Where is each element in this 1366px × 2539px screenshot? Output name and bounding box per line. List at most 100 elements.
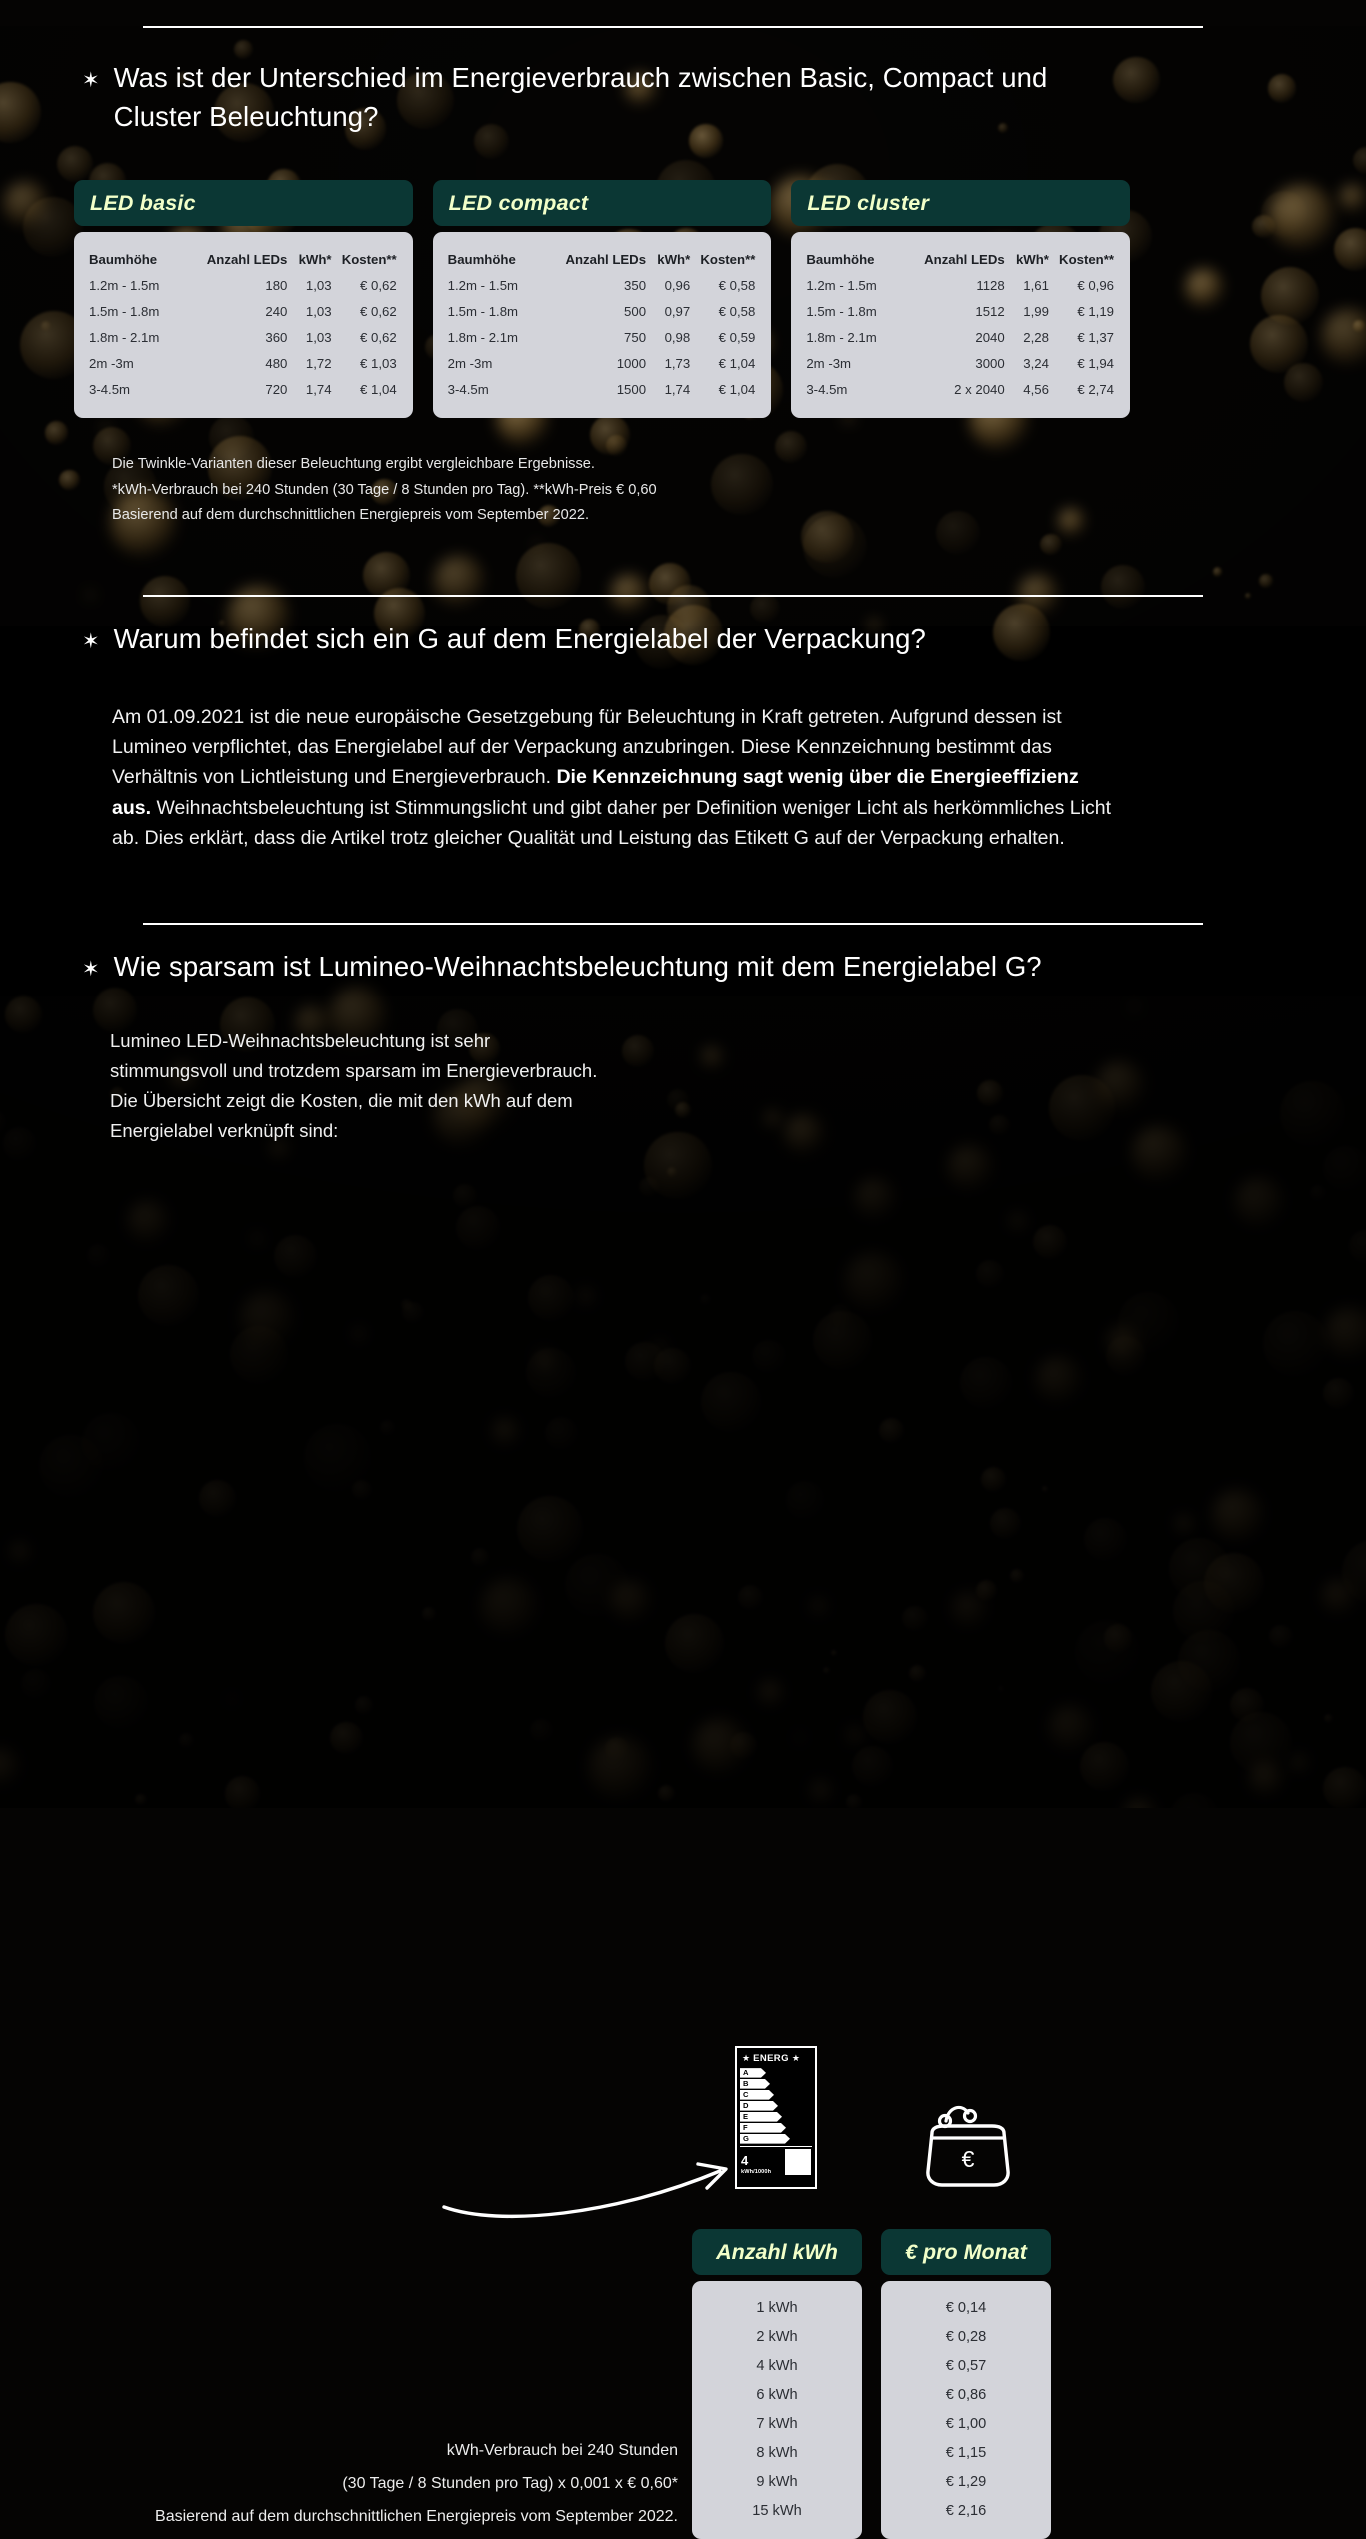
kwh-cost-tables: Anzahl kWh 1 kWh 2 kWh 4 kWh 6 kWh 7 kWh… bbox=[692, 2229, 1051, 2539]
energy-label-class-bars: A B C D E F G bbox=[740, 2068, 812, 2144]
list-item: € 0,57 bbox=[945, 2357, 987, 2374]
cell-kwh: 1,03 bbox=[305, 277, 332, 293]
cell-anzahl-leds: 2 x 2040 bbox=[954, 381, 1005, 397]
energy-class-bar-d: D bbox=[740, 2101, 812, 2111]
col-header-kwh: kWh* bbox=[657, 251, 691, 267]
purse-euro-symbol: € bbox=[962, 2146, 975, 2172]
cell-anzahl-leds: 3000 bbox=[975, 355, 1005, 371]
question-3-body: Lumineo LED-Weihnachtsbeleuchtung ist se… bbox=[0, 986, 1366, 2539]
led-table-compact-title-text: LED compact bbox=[448, 190, 589, 215]
energy-label-unit: kWh/1000h bbox=[741, 2169, 772, 2176]
energy-class-bar-c: C bbox=[740, 2090, 812, 2100]
question-3-intro: Lumineo LED-Weihnachtsbeleuchtung ist se… bbox=[110, 1030, 598, 1141]
cell-kwh: 0,98 bbox=[664, 329, 691, 345]
list-item: € 0,14 bbox=[945, 2299, 987, 2316]
curved-arrow-icon bbox=[442, 2162, 728, 2219]
led-table-cluster-title: LED cluster bbox=[791, 180, 1131, 227]
euro-per-month-body: € 0,14 € 0,28 € 0,57 € 0,86 € 1,00 € 1,1… bbox=[881, 2281, 1051, 2539]
list-item: 7 kWh bbox=[756, 2415, 798, 2432]
list-item: € 1,29 bbox=[945, 2473, 987, 2490]
star-icon: ★ bbox=[791, 2052, 800, 2063]
euro-per-month-table: € pro Monat € 0,14 € 0,28 € 0,57 € 0,86 … bbox=[881, 2229, 1051, 2539]
star-icon: ✶ bbox=[82, 69, 100, 92]
cell-anzahl-leds: 500 bbox=[624, 303, 647, 319]
led-table-basic-body: Baumhöhe Anzahl LEDs kWh* Kosten** 1.2m … bbox=[74, 232, 413, 419]
cell-baumhoehe: 1.5m - 1.8m bbox=[447, 303, 519, 319]
table-row: 1.5m - 1.8m 240 1,03 € 0,62 bbox=[86, 298, 401, 324]
cell-kwh: 1,73 bbox=[664, 355, 691, 371]
cell-anzahl-leds: 720 bbox=[265, 381, 288, 397]
table-row: 3-4.5m 720 1,74 € 1,04 bbox=[86, 376, 401, 402]
energy-label-qr-placeholder bbox=[785, 2149, 811, 2176]
energy-label-brand: ENERG bbox=[753, 2052, 789, 2064]
divider-middle bbox=[143, 594, 1203, 597]
led-table-compact: LED compact Baumhöhe Anzahl LEDs kWh* Ko… bbox=[432, 180, 772, 419]
energy-class-label: G bbox=[740, 2134, 790, 2144]
star-icon: ✶ bbox=[82, 629, 100, 653]
table-row: 1.8m - 2.1m 360 1,03 € 0,62 bbox=[86, 324, 401, 350]
cell-kwh: 2,28 bbox=[1023, 329, 1049, 345]
list-item: 15 kWh bbox=[752, 2502, 802, 2519]
cell-baumhoehe: 1.8m - 2.1m bbox=[447, 329, 519, 345]
table-row: 1.8m - 2.1m 2040 2,28 € 1,37 bbox=[803, 324, 1118, 350]
col-header-baumhoehe: Baumhöhe bbox=[89, 251, 158, 267]
table-header-row: Baumhöhe Anzahl LEDs kWh* Kosten** bbox=[445, 246, 760, 272]
footnote-line-3: Basierend auf dem durchschnittlichen Ene… bbox=[112, 507, 589, 524]
star-icon: ★ bbox=[742, 2052, 751, 2063]
energy-class-label: E bbox=[740, 2112, 782, 2122]
purse-icon: € bbox=[926, 2105, 1010, 2187]
kwh-count-header: Anzahl kWh bbox=[692, 2229, 862, 2276]
energy-class-label: F bbox=[740, 2123, 786, 2133]
energy-class-label: C bbox=[740, 2090, 774, 2100]
table-row: 1.2m - 1.5m 180 1,03 € 0,62 bbox=[86, 272, 401, 298]
energy-label-brand-row: ★ ENERG ★ bbox=[740, 2051, 812, 2065]
led-table-basic-title: LED basic bbox=[74, 180, 413, 227]
cell-kosten: € 1,37 bbox=[1077, 329, 1115, 345]
cell-anzahl-leds: 180 bbox=[265, 277, 288, 293]
cell-anzahl-leds: 750 bbox=[624, 329, 647, 345]
list-item: 9 kWh bbox=[756, 2473, 798, 2490]
question-1-heading: ✶ Was ist der Unterschied im Energieverb… bbox=[0, 28, 1130, 136]
cell-kosten: € 0,62 bbox=[360, 277, 397, 293]
energy-class-label: B bbox=[740, 2079, 770, 2089]
table-row: 1.8m - 2.1m 750 0,98 € 0,59 bbox=[445, 324, 760, 350]
energy-label-icon: ★ ENERG ★ A B C D E F G 4 kWh/1000h bbox=[735, 2046, 817, 2190]
kwh-count-header-text: Anzahl kWh bbox=[716, 2239, 838, 2264]
cell-anzahl-leds: 1000 bbox=[616, 355, 647, 371]
cell-kwh: 0,97 bbox=[664, 303, 691, 319]
cell-baumhoehe: 2m -3m bbox=[89, 355, 134, 371]
table-row: 1.2m - 1.5m 1128 1,61 € 0,96 bbox=[803, 272, 1118, 298]
cell-baumhoehe: 2m -3m bbox=[806, 355, 852, 371]
cell-kosten: € 0,62 bbox=[360, 303, 397, 319]
cell-kosten: € 1,19 bbox=[1077, 303, 1115, 319]
cell-baumhoehe: 1.5m - 1.8m bbox=[806, 303, 877, 319]
cell-baumhoehe: 1.5m - 1.8m bbox=[89, 303, 160, 319]
table-row: 3-4.5m 2 x 2040 4,56 € 2,74 bbox=[803, 376, 1118, 402]
led-table-cluster-body: Baumhöhe Anzahl LEDs kWh* Kosten** 1.2m … bbox=[791, 232, 1131, 419]
cell-kwh: 1,99 bbox=[1023, 303, 1049, 319]
cell-kwh: 0,96 bbox=[664, 277, 691, 293]
cell-kosten: € 1,94 bbox=[1077, 355, 1115, 371]
energy-class-label: D bbox=[740, 2101, 778, 2111]
table-row: 3-4.5m 1500 1,74 € 1,04 bbox=[445, 376, 760, 402]
cell-kosten: € 0,58 bbox=[718, 303, 756, 319]
question-2-text: Warum befindet sich ein G auf dem Energi… bbox=[113, 622, 926, 654]
cell-kosten: € 0,62 bbox=[360, 329, 397, 345]
star-icon: ✶ bbox=[82, 958, 100, 982]
table-header-row: Baumhöhe Anzahl LEDs kWh* Kosten** bbox=[803, 246, 1118, 272]
list-item: € 0,86 bbox=[945, 2386, 987, 2403]
bottom-footnote-line-3: Basierend auf dem durchschnittlichen Ene… bbox=[155, 2508, 678, 2526]
cell-kosten: € 1,04 bbox=[718, 381, 756, 397]
energy-class-bar-e: E bbox=[740, 2112, 812, 2122]
footnote-line-2: *kWh-Verbrauch bei 240 Stunden (30 Tage … bbox=[112, 481, 657, 498]
question-1-text: Was ist der Unterschied im Energieverbra… bbox=[113, 62, 1048, 133]
cell-baumhoehe: 2m -3m bbox=[447, 355, 493, 371]
cell-baumhoehe: 1.8m - 2.1m bbox=[89, 329, 160, 345]
cell-anzahl-leds: 350 bbox=[624, 277, 647, 293]
cell-kosten: € 1,03 bbox=[360, 355, 397, 371]
cell-kosten: € 1,04 bbox=[360, 381, 397, 397]
cell-kwh: 1,74 bbox=[664, 381, 691, 397]
bottom-footnote-line-1: kWh-Verbrauch bei 240 Stunden bbox=[446, 2442, 678, 2460]
question-3-text: Wie sparsam ist Lumineo-Weihnachtsbeleuc… bbox=[113, 951, 1042, 983]
list-item: € 1,15 bbox=[945, 2444, 987, 2461]
